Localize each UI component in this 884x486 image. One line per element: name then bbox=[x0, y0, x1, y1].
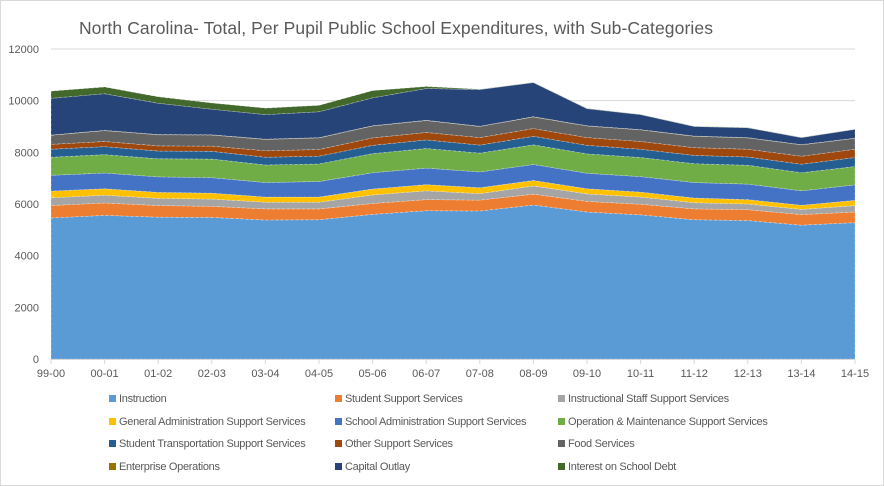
legend-swatch bbox=[558, 440, 565, 448]
legend-item: General Administration Support Services bbox=[109, 415, 306, 428]
legend-label: Other Support Services bbox=[345, 438, 453, 451]
legend-item: Enterprise Operations bbox=[109, 461, 220, 473]
legend-label: Food Services bbox=[568, 438, 635, 451]
legend-swatch bbox=[558, 417, 565, 425]
x-tick-label: 10-11 bbox=[627, 368, 654, 380]
chart-title: North Carolina- Total, Per Pupil Public … bbox=[78, 18, 714, 38]
x-tick-label: 04-05 bbox=[305, 368, 333, 380]
legend-item: Operation & Maintenance Support Services bbox=[558, 416, 768, 428]
y-tick-label: 8000 bbox=[15, 147, 39, 159]
legend-label: Student Support Services bbox=[345, 393, 463, 405]
legend-swatch bbox=[109, 440, 116, 448]
x-tick-label: 09-10 bbox=[573, 368, 601, 380]
legend-label: Interest on School Debt bbox=[568, 460, 677, 473]
legend-item: Instruction bbox=[109, 393, 167, 405]
legend-label: Instruction bbox=[119, 393, 167, 405]
area-series-capital-outlay bbox=[50, 82, 856, 145]
x-tick-label: 07-08 bbox=[466, 368, 494, 380]
y-tick-label: 12000 bbox=[8, 44, 39, 56]
y-axis: 0 2000 4000 6000 8000 10000 12000 bbox=[8, 44, 39, 366]
legend-swatch bbox=[109, 462, 116, 470]
legend-item: Capital Outlay bbox=[335, 461, 410, 473]
x-tick-label: 06-07 bbox=[412, 368, 440, 380]
x-tick-label: 14-15 bbox=[841, 368, 869, 380]
x-tick-label: 02-03 bbox=[198, 368, 226, 380]
legend-swatch bbox=[109, 395, 116, 402]
legend-swatch bbox=[335, 462, 342, 470]
legend-item: Food Services bbox=[558, 438, 635, 451]
legend-label: School Administration Support Services bbox=[345, 415, 527, 428]
x-tick-label: 13-14 bbox=[787, 368, 815, 380]
legend-swatch bbox=[335, 395, 342, 402]
x-tick-label: 08-09 bbox=[519, 368, 547, 380]
x-tick-label: 12-13 bbox=[734, 368, 762, 380]
y-tick-label: 10000 bbox=[8, 96, 39, 108]
legend-label: General Administration Support Services bbox=[119, 415, 306, 428]
area-series-instruction bbox=[50, 204, 856, 360]
x-tick-label: 05-06 bbox=[359, 368, 387, 380]
x-tick-label: 03-04 bbox=[251, 368, 279, 380]
area-series-interest-on-school-debt bbox=[50, 82, 856, 138]
legend-item: Other Support Services bbox=[335, 438, 453, 450]
legend-item: School Administration Support Services bbox=[335, 415, 527, 428]
plot-area: 0 2000 4000 6000 8000 10000 12000 99-00 00-01 01… bbox=[8, 44, 869, 380]
legend-label: Enterprise Operations bbox=[119, 460, 220, 473]
legend-swatch bbox=[335, 440, 342, 448]
x-axis: 99-00 00-01 01-02 02-03 03-04 04-05 05-06 06-07… bbox=[37, 359, 869, 380]
legend-label: Student Transportation Support Services bbox=[119, 438, 306, 451]
y-tick-label: 6000 bbox=[15, 199, 39, 211]
x-tick-label: 00-01 bbox=[91, 368, 119, 380]
legend-item: Student Support Services bbox=[335, 393, 463, 405]
y-tick-label: 0 bbox=[33, 354, 39, 366]
legend-swatch bbox=[109, 417, 116, 425]
legend-item: Instructional Staff Support Services bbox=[558, 393, 729, 405]
x-tick-label: 99-00 bbox=[37, 368, 65, 380]
x-tick-label: 01-02 bbox=[144, 368, 172, 380]
legend-label: Instructional Staff Support Services bbox=[568, 393, 729, 405]
legend-swatch bbox=[335, 417, 342, 425]
y-tick-label: 2000 bbox=[15, 302, 39, 314]
x-tick-label: 11-12 bbox=[681, 368, 708, 380]
legend-item: Interest on School Debt bbox=[558, 461, 676, 473]
legend-swatch bbox=[558, 462, 565, 470]
legend-swatch bbox=[558, 395, 565, 402]
area-series-student-support-services bbox=[50, 193, 856, 226]
area-series-school-administration-support-services bbox=[50, 164, 856, 206]
legend-label: Operation & Maintenance Support Services bbox=[568, 415, 768, 428]
y-tick-label: 4000 bbox=[15, 251, 39, 263]
area-series-group bbox=[50, 82, 856, 360]
legend-item: Student Transportation Support Services bbox=[109, 438, 306, 451]
legend-label: Capital Outlay bbox=[345, 460, 410, 473]
